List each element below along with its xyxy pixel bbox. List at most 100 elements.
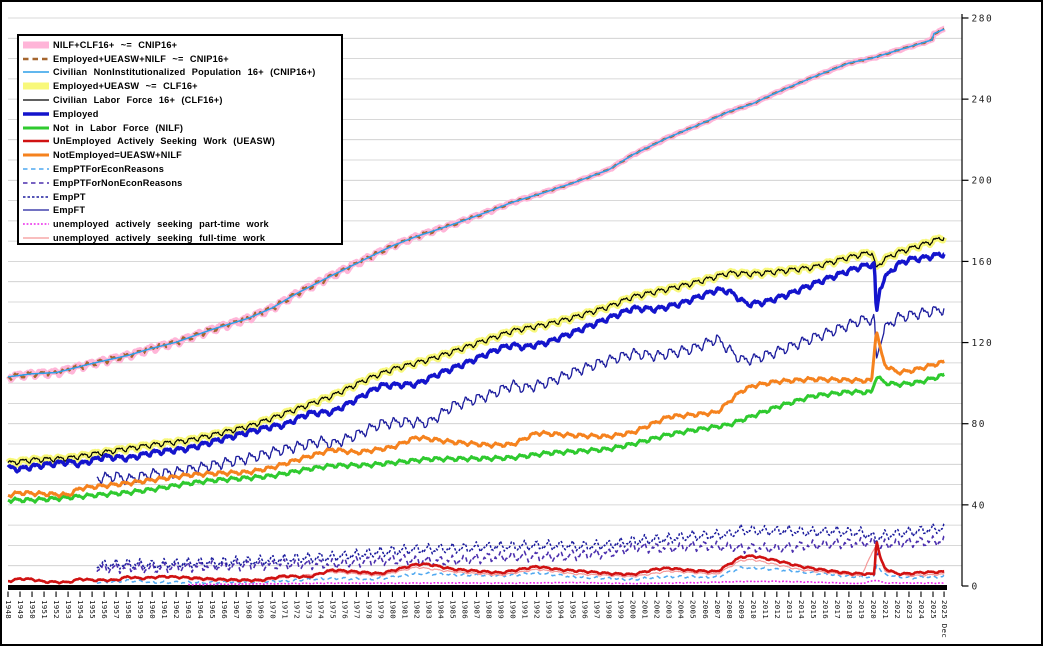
x-axis-tick-label: 1975 bbox=[328, 600, 337, 619]
legend-row-clf: Civilian Labor Force 16+ (CLF16+) bbox=[22, 93, 341, 107]
x-axis-tick-label: 1978 bbox=[364, 600, 373, 619]
x-axis-tick-label: 2012 bbox=[773, 600, 782, 619]
legend-row-nilf: Not in Labor Force (NILF) bbox=[22, 121, 341, 135]
x-axis-tick-label: 1959 bbox=[136, 600, 145, 619]
x-axis-tick-label: 1962 bbox=[172, 600, 181, 619]
legend-label: EmpPTForEconReasons bbox=[53, 164, 165, 175]
x-axis-tick-label: 1952 bbox=[52, 600, 61, 619]
series-line-ueasw bbox=[7, 541, 946, 585]
legend-swatch-icon bbox=[23, 195, 49, 198]
legend-label: Employed bbox=[53, 108, 99, 119]
x-axis-tick-label: 1985 bbox=[449, 600, 458, 619]
x-axis-tick-label: 1998 bbox=[605, 600, 614, 619]
x-axis-tick-label: 1955 bbox=[88, 600, 97, 619]
legend-label: Employed+UEASW ~= CLF16+ bbox=[53, 81, 198, 92]
x-axis-tick-label: 1958 bbox=[124, 600, 133, 619]
series-line-clf bbox=[7, 236, 945, 466]
legend-swatch-icon bbox=[23, 168, 49, 170]
x-axis-tick-label: 1951 bbox=[40, 600, 49, 619]
x-axis-tick-label: 1967 bbox=[232, 600, 241, 619]
x-axis-tick-label: 1956 bbox=[100, 600, 109, 619]
legend-row-unemp_pt: unemployed actively seeking part-time wo… bbox=[22, 217, 341, 231]
legend-label: unemployed actively seeking full-time wo… bbox=[53, 233, 266, 244]
x-axis-tick-label: 2021 bbox=[881, 600, 890, 619]
legend-label: Employed+UEASW+NILF ~= CNIP16+ bbox=[53, 53, 229, 64]
x-axis-tick-label: 2002 bbox=[653, 600, 662, 619]
legend-label: UnEmployed Actively Seeking Work (UEASW) bbox=[53, 136, 276, 147]
x-axis-tick-label: 1995 bbox=[569, 600, 578, 619]
x-axis-tick-label: 2011 bbox=[761, 600, 770, 619]
legend-swatch-icon bbox=[23, 182, 49, 184]
x-axis-tick-label: 1993 bbox=[545, 600, 554, 619]
x-axis-tick-label: 2018 bbox=[845, 600, 854, 619]
x-axis-tick-label: 1968 bbox=[244, 600, 253, 619]
x-axis-tick-label: 1953 bbox=[64, 600, 73, 619]
y-axis-tick-label: 200 bbox=[972, 176, 994, 187]
series-line-emp_ueasw_nilf bbox=[7, 27, 946, 381]
legend-swatch-icon bbox=[23, 57, 49, 60]
x-axis-tick-label: 1948 bbox=[4, 600, 13, 619]
legend-row-ueasw: UnEmployed Actively Seeking Work (UEASW) bbox=[22, 135, 341, 149]
x-axis-tick-label: 1963 bbox=[184, 600, 193, 619]
legend-swatch-icon bbox=[23, 41, 49, 49]
legend-label: Civilian NonInstitutionalized Population… bbox=[53, 67, 316, 78]
x-axis-tick-label: 2003 bbox=[665, 600, 674, 619]
x-axis-tick-label: 1966 bbox=[220, 600, 229, 619]
x-axis-tick-label: 1974 bbox=[316, 600, 325, 619]
x-axis-tick-label: 1999 bbox=[617, 600, 626, 619]
x-axis-tick-label: 1977 bbox=[352, 600, 361, 619]
x-axis-tick-label: 2008 bbox=[725, 600, 734, 619]
x-axis-tick-label: 1992 bbox=[533, 600, 542, 619]
x-axis-tick-label: 1961 bbox=[160, 600, 169, 619]
x-axis-tick-label: 2024 bbox=[917, 600, 926, 619]
x-axis-tick-label: 1981 bbox=[400, 600, 409, 619]
y-axis-tick-label: 80 bbox=[972, 419, 986, 430]
legend-swatch-icon bbox=[23, 71, 49, 74]
x-axis-tick-label: 1979 bbox=[376, 600, 385, 619]
legend-row-employed: Employed bbox=[22, 107, 341, 121]
series-line-emppt bbox=[96, 522, 945, 570]
legend-swatch-icon bbox=[23, 112, 49, 116]
x-axis-tick-label: 1991 bbox=[521, 600, 530, 619]
x-axis-tick-label: 1964 bbox=[196, 600, 205, 619]
x-axis-tick-label: 2001 bbox=[641, 600, 650, 619]
legend-row-emp_ueasw_nilf: Employed+UEASW+NILF ~= CNIP16+ bbox=[22, 52, 341, 66]
legend-row-unemp_ft: unemployed actively seeking full-time wo… bbox=[22, 231, 341, 245]
legend-label: EmpFT bbox=[53, 205, 86, 216]
x-axis-tick-label: 1957 bbox=[112, 600, 121, 619]
series-line-notemployed bbox=[7, 331, 946, 499]
x-axis-tick-label: 1982 bbox=[412, 600, 421, 619]
legend-row-empft: EmpFT bbox=[22, 204, 341, 218]
x-axis-tick-label: 1996 bbox=[581, 600, 590, 619]
x-axis-tick-label: 1960 bbox=[148, 600, 157, 619]
x-axis-tick-label: 1997 bbox=[593, 600, 602, 619]
legend-label: unemployed actively seeking part-time wo… bbox=[53, 219, 269, 230]
x-axis-tick-label: 2015 bbox=[809, 600, 818, 619]
x-axis-tick-label: 1994 bbox=[557, 600, 566, 619]
legend-swatch-icon bbox=[23, 99, 49, 101]
legend-swatch-icon bbox=[23, 209, 49, 212]
legend-swatch-icon bbox=[23, 237, 49, 239]
x-axis-tick-label: 2017 bbox=[833, 600, 842, 619]
legend-row-emppt: EmpPT bbox=[22, 190, 341, 204]
x-axis-tick-label: 1987 bbox=[473, 600, 482, 619]
x-axis-tick-label: 1976 bbox=[340, 600, 349, 619]
x-axis-tick-label: 2016 bbox=[821, 600, 830, 619]
x-axis-tick-label: 1954 bbox=[76, 600, 85, 619]
legend-label: NILF+CLF16+ ~= CNIP16+ bbox=[53, 39, 178, 50]
series-line-nilf bbox=[7, 372, 946, 504]
legend-row-ptecon: EmpPTForEconReasons bbox=[22, 162, 341, 176]
y-axis-tick-label: 280 bbox=[972, 13, 994, 24]
legend-label: EmpPTForNonEconReasons bbox=[53, 177, 183, 188]
series-line-cnip bbox=[7, 28, 945, 378]
x-axis-tick-label: 1988 bbox=[485, 600, 494, 619]
x-axis-tick-label: 2023 bbox=[905, 600, 914, 619]
x-axis-tick-label: 1980 bbox=[388, 600, 397, 619]
legend-label: Civilian Labor Force 16+ (CLF16+) bbox=[53, 95, 223, 106]
x-axis-tick-label: 2010 bbox=[749, 600, 758, 619]
x-axis-tick-label: 2020 bbox=[869, 600, 878, 619]
legend-row-ptnonecon: EmpPTForNonEconReasons bbox=[22, 176, 341, 190]
legend-swatch-icon bbox=[23, 82, 49, 90]
x-axis-tick-label: 2006 bbox=[701, 600, 710, 619]
